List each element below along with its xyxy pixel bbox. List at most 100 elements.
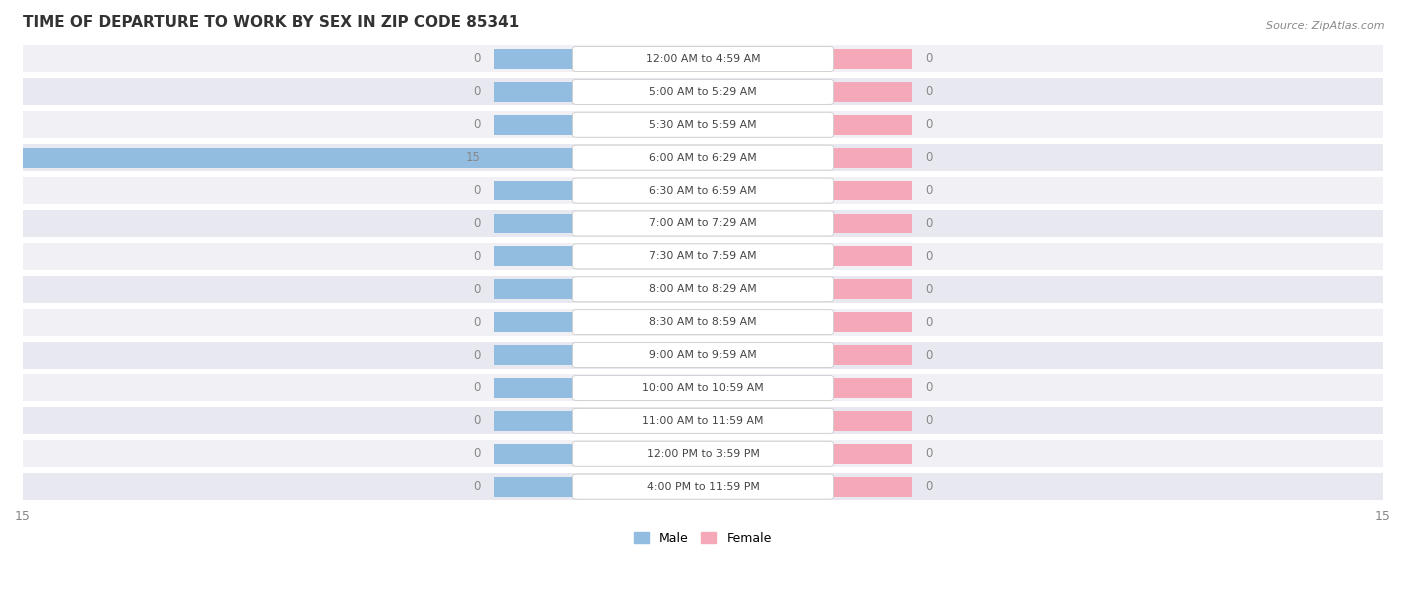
Bar [830, 115, 911, 134]
Text: 12:00 PM to 3:59 PM: 12:00 PM to 3:59 PM [647, 449, 759, 459]
Bar [830, 280, 911, 299]
Bar [22, 309, 1384, 336]
Text: 0: 0 [925, 52, 932, 65]
FancyBboxPatch shape [572, 112, 834, 137]
Bar [495, 345, 576, 365]
Bar [22, 79, 1384, 105]
Text: 0: 0 [474, 480, 481, 493]
Text: 0: 0 [474, 217, 481, 230]
Bar [22, 275, 1384, 303]
Text: 0: 0 [474, 85, 481, 98]
Bar [495, 214, 576, 233]
Bar [830, 444, 911, 464]
Text: 0: 0 [925, 283, 932, 296]
Text: 4:00 PM to 11:59 PM: 4:00 PM to 11:59 PM [647, 481, 759, 491]
FancyBboxPatch shape [572, 441, 834, 466]
Text: 0: 0 [925, 414, 932, 427]
Bar [22, 210, 1384, 237]
Text: 0: 0 [474, 349, 481, 362]
Text: 15: 15 [465, 151, 481, 164]
Text: 0: 0 [925, 151, 932, 164]
Bar [495, 82, 576, 102]
FancyBboxPatch shape [572, 408, 834, 433]
Text: 0: 0 [474, 250, 481, 263]
FancyBboxPatch shape [572, 244, 834, 269]
Text: 6:00 AM to 6:29 AM: 6:00 AM to 6:29 AM [650, 153, 756, 162]
Bar [830, 477, 911, 496]
Text: TIME OF DEPARTURE TO WORK BY SEX IN ZIP CODE 85341: TIME OF DEPARTURE TO WORK BY SEX IN ZIP … [22, 15, 519, 30]
FancyBboxPatch shape [572, 79, 834, 104]
Text: 0: 0 [925, 217, 932, 230]
Text: 0: 0 [925, 480, 932, 493]
FancyBboxPatch shape [572, 46, 834, 71]
Text: 0: 0 [474, 52, 481, 65]
Text: 0: 0 [925, 118, 932, 131]
Bar [495, 181, 576, 201]
Text: 0: 0 [925, 381, 932, 394]
Text: 8:30 AM to 8:59 AM: 8:30 AM to 8:59 AM [650, 317, 756, 327]
Bar [830, 49, 911, 69]
Bar [22, 45, 1384, 73]
Bar [22, 440, 1384, 467]
FancyBboxPatch shape [572, 309, 834, 334]
Bar [22, 243, 1384, 270]
Bar [495, 49, 576, 69]
Text: 0: 0 [474, 414, 481, 427]
Bar [22, 111, 1384, 138]
Text: 6:30 AM to 6:59 AM: 6:30 AM to 6:59 AM [650, 186, 756, 196]
Text: 0: 0 [474, 184, 481, 197]
Bar [495, 444, 576, 464]
Text: 7:30 AM to 7:59 AM: 7:30 AM to 7:59 AM [650, 251, 756, 261]
Bar [830, 181, 911, 201]
Text: 10:00 AM to 10:59 AM: 10:00 AM to 10:59 AM [643, 383, 763, 393]
Bar [830, 82, 911, 102]
Text: 0: 0 [925, 85, 932, 98]
Text: 0: 0 [925, 447, 932, 461]
Bar [495, 312, 576, 332]
Bar [495, 411, 576, 431]
FancyBboxPatch shape [572, 178, 834, 203]
Bar [22, 374, 1384, 402]
FancyBboxPatch shape [572, 474, 834, 499]
Bar [830, 312, 911, 332]
Bar [22, 473, 1384, 500]
Text: 5:00 AM to 5:29 AM: 5:00 AM to 5:29 AM [650, 87, 756, 97]
Bar [22, 144, 1384, 171]
FancyBboxPatch shape [572, 277, 834, 302]
Text: 0: 0 [474, 118, 481, 131]
Bar [830, 246, 911, 266]
Text: 0: 0 [925, 184, 932, 197]
Bar [830, 148, 911, 168]
Text: 5:30 AM to 5:59 AM: 5:30 AM to 5:59 AM [650, 120, 756, 130]
Text: 7:00 AM to 7:29 AM: 7:00 AM to 7:29 AM [650, 218, 756, 228]
Bar [22, 342, 1384, 368]
Bar [830, 345, 911, 365]
Legend: Male, Female: Male, Female [634, 532, 772, 545]
Text: 12:00 AM to 4:59 AM: 12:00 AM to 4:59 AM [645, 54, 761, 64]
Text: 0: 0 [474, 381, 481, 394]
Text: 9:00 AM to 9:59 AM: 9:00 AM to 9:59 AM [650, 350, 756, 360]
Text: 11:00 AM to 11:59 AM: 11:00 AM to 11:59 AM [643, 416, 763, 426]
Bar [830, 214, 911, 233]
Bar [495, 246, 576, 266]
Bar [830, 411, 911, 431]
Text: Source: ZipAtlas.com: Source: ZipAtlas.com [1267, 21, 1385, 31]
Bar [22, 408, 1384, 434]
Text: 0: 0 [925, 349, 932, 362]
Text: 0: 0 [474, 316, 481, 328]
Bar [495, 115, 576, 134]
Bar [495, 477, 576, 496]
Text: 0: 0 [474, 447, 481, 461]
FancyBboxPatch shape [572, 145, 834, 170]
Bar [22, 177, 1384, 204]
Text: 0: 0 [925, 250, 932, 263]
Bar [495, 148, 576, 168]
Text: 0: 0 [474, 283, 481, 296]
Text: 8:00 AM to 8:29 AM: 8:00 AM to 8:29 AM [650, 284, 756, 295]
FancyBboxPatch shape [572, 211, 834, 236]
Bar [830, 378, 911, 398]
Bar [495, 280, 576, 299]
FancyBboxPatch shape [572, 375, 834, 400]
Text: 0: 0 [925, 316, 932, 328]
FancyBboxPatch shape [572, 343, 834, 368]
